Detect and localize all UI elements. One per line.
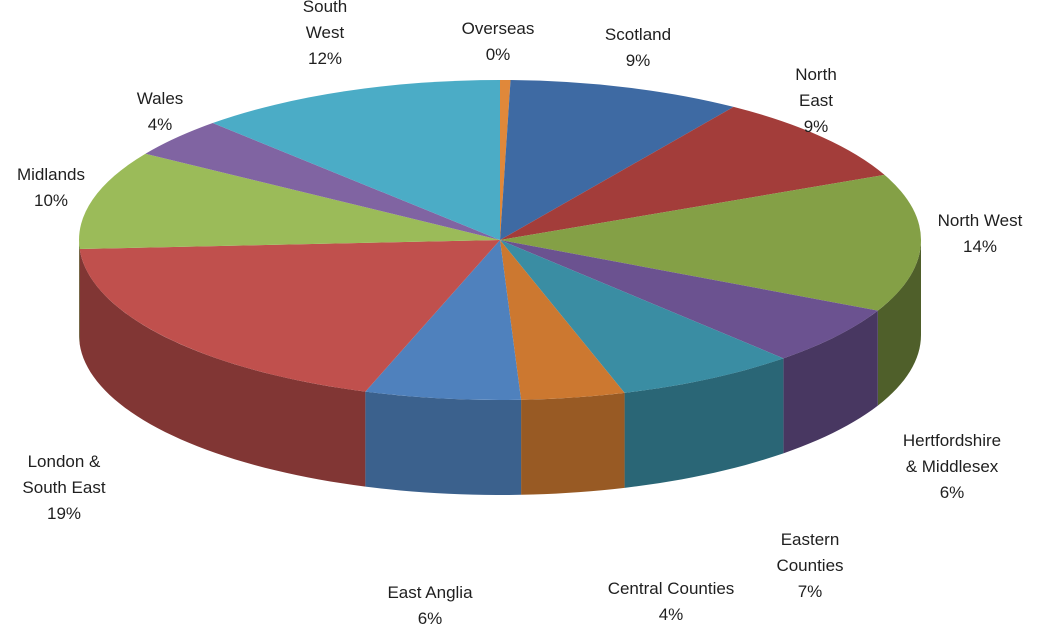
pie-slice-south-west bbox=[212, 80, 501, 240]
label-east-anglia-line-0: East Anglia bbox=[387, 583, 473, 602]
label-hertfordshire-and-middlesex-line-2: 6% bbox=[940, 483, 965, 502]
label-wales-line-1: 4% bbox=[148, 115, 173, 134]
label-midlands-line-1: 10% bbox=[34, 191, 68, 210]
pie-labels: Overseas 0% Scotland 9% North East 9% North Wes… bbox=[17, 0, 1023, 628]
pie-tops bbox=[79, 79, 922, 401]
label-london-and-south-east-line-1: South East bbox=[22, 478, 105, 497]
pie-side-eastern-counties bbox=[624, 358, 784, 488]
label-north-east: North East 9% bbox=[795, 65, 837, 136]
pie-side-central-counties bbox=[521, 392, 625, 495]
label-overseas: Overseas 0% bbox=[462, 19, 535, 64]
label-eastern-counties-line-0: Eastern bbox=[781, 530, 840, 549]
label-east-anglia: East Anglia 6% bbox=[387, 583, 473, 628]
pie-slice-scotland bbox=[500, 80, 734, 240]
label-south-west: South West 12% bbox=[303, 0, 347, 68]
label-london-and-south-east-line-0: London & bbox=[28, 452, 101, 471]
label-south-west-line-0: South bbox=[303, 0, 347, 16]
pie-slice-north-east bbox=[500, 106, 885, 241]
label-north-east-line-2: 9% bbox=[804, 117, 829, 136]
label-central-counties-line-1: 4% bbox=[659, 605, 684, 624]
label-scotland-line-0: Scotland bbox=[605, 25, 671, 44]
label-london-and-south-east: London & South East 19% bbox=[22, 452, 105, 523]
label-eastern-counties-line-1: Counties bbox=[776, 556, 843, 575]
label-south-west-line-2: 12% bbox=[308, 49, 342, 68]
label-hertfordshire-and-middlesex-line-0: Hertfordshire bbox=[903, 431, 1001, 450]
pie-slice-wales bbox=[145, 123, 500, 240]
pie-slice-north-west bbox=[500, 174, 922, 311]
pie-slice-central-counties bbox=[500, 240, 625, 400]
pie-slice-overseas bbox=[500, 79, 511, 240]
label-london-and-south-east-line-2: 19% bbox=[47, 504, 81, 523]
label-overseas-line-0: Overseas bbox=[462, 19, 535, 38]
label-scotland-line-1: 9% bbox=[626, 51, 651, 70]
label-south-west-line-1: West bbox=[306, 23, 345, 42]
pie-slice-east-anglia bbox=[365, 240, 522, 401]
label-north-west-line-0: North West bbox=[938, 211, 1023, 230]
pie-slice-eastern-counties bbox=[500, 240, 784, 393]
label-hertfordshire-and-middlesex-line-1: & Middlesex bbox=[906, 457, 999, 476]
label-hertfordshire-and-middlesex: Hertfordshire & Middlesex 6% bbox=[903, 431, 1001, 502]
pie-side-hertfordshire-and-middlesex bbox=[783, 310, 878, 454]
pie-slice-london-and-south-east bbox=[79, 240, 501, 392]
pie-side-north-west bbox=[877, 240, 921, 406]
label-north-east-line-1: East bbox=[799, 91, 833, 110]
label-north-east-line-0: North bbox=[795, 65, 837, 84]
pie-side-midlands bbox=[79, 240, 80, 345]
label-north-west: North West 14% bbox=[938, 211, 1023, 256]
label-midlands: Midlands 10% bbox=[17, 165, 85, 210]
pie-slice-hertfordshire-and-middlesex bbox=[500, 240, 878, 359]
label-eastern-counties: Eastern Counties 7% bbox=[776, 530, 843, 601]
label-eastern-counties-line-2: 7% bbox=[798, 582, 823, 601]
label-wales: Wales 4% bbox=[137, 89, 184, 134]
pie-side-london-and-south-east bbox=[79, 249, 366, 487]
label-overseas-line-1: 0% bbox=[486, 45, 511, 64]
label-wales-line-0: Wales bbox=[137, 89, 184, 108]
label-north-west-line-1: 14% bbox=[963, 237, 997, 256]
label-central-counties-line-0: Central Counties bbox=[608, 579, 735, 598]
label-central-counties: Central Counties 4% bbox=[608, 579, 735, 624]
label-midlands-line-0: Midlands bbox=[17, 165, 85, 184]
pie-slice-midlands bbox=[79, 153, 500, 250]
pie-side-east-anglia bbox=[365, 391, 522, 495]
label-east-anglia-line-1: 6% bbox=[418, 609, 443, 628]
pie-sides bbox=[79, 240, 921, 495]
label-scotland: Scotland 9% bbox=[605, 25, 671, 70]
